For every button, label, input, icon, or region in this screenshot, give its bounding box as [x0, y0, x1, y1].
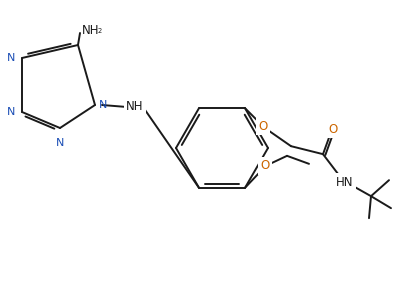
Text: N: N	[99, 100, 108, 110]
Text: O: O	[258, 120, 268, 133]
Text: $_2$: $_2$	[97, 26, 103, 36]
Text: O: O	[260, 159, 269, 172]
Text: NH: NH	[126, 100, 144, 113]
Text: N: N	[56, 138, 64, 148]
Text: HN: HN	[336, 176, 354, 189]
Text: NH: NH	[82, 25, 100, 38]
Text: O: O	[328, 123, 337, 136]
Text: N: N	[7, 53, 15, 63]
Text: N: N	[7, 107, 15, 117]
